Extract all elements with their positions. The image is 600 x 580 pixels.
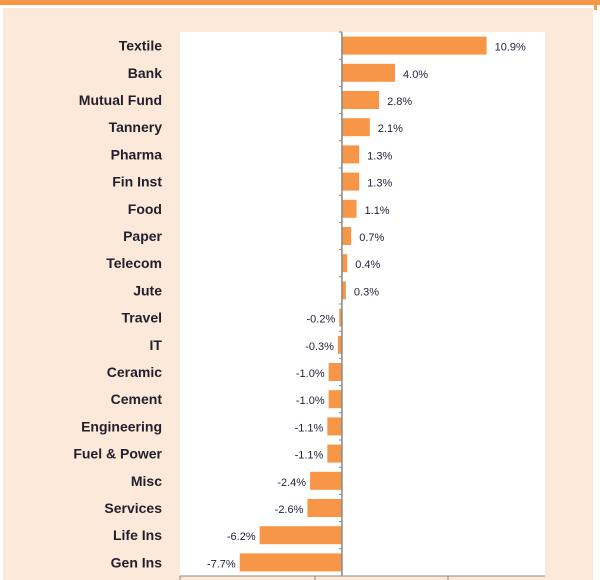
category-label: Mutual Fund bbox=[79, 92, 162, 108]
bar-15 bbox=[327, 444, 342, 463]
data-label: 2.1% bbox=[378, 123, 403, 135]
category-label: Life Ins bbox=[113, 527, 162, 543]
data-label: 0.3% bbox=[354, 286, 379, 298]
category-label: Food bbox=[128, 201, 162, 217]
data-label: -2.4% bbox=[277, 477, 306, 489]
data-label: -1.0% bbox=[296, 368, 325, 380]
bar-7 bbox=[341, 227, 352, 245]
data-label: -2.6% bbox=[275, 504, 304, 516]
bar-6 bbox=[341, 199, 357, 218]
data-label: 1.3% bbox=[367, 150, 392, 162]
bar-17 bbox=[307, 499, 342, 517]
category-label: Ceramic bbox=[107, 364, 162, 380]
category-label: Cement bbox=[111, 391, 163, 407]
data-label: 0.4% bbox=[355, 259, 380, 271]
bar-9 bbox=[341, 281, 346, 300]
data-label: -6.2% bbox=[227, 531, 256, 543]
category-label: Services bbox=[104, 500, 162, 516]
bar-13 bbox=[328, 390, 342, 409]
bar-1 bbox=[341, 63, 396, 82]
data-label: 1.1% bbox=[365, 205, 390, 217]
bar-12 bbox=[328, 363, 342, 381]
data-label: 2.8% bbox=[387, 96, 412, 108]
data-label: -7.7% bbox=[207, 558, 236, 570]
category-label: Jute bbox=[133, 282, 162, 298]
bar-0 bbox=[341, 36, 487, 55]
category-label: IT bbox=[150, 337, 163, 353]
bar-10 bbox=[339, 308, 342, 327]
data-label: 4.0% bbox=[403, 69, 428, 81]
data-label: 0.7% bbox=[359, 232, 384, 244]
top-border bbox=[0, 0, 600, 5]
category-label: Telecom bbox=[106, 255, 162, 271]
bar-2 bbox=[341, 91, 380, 109]
bar-19 bbox=[239, 553, 342, 572]
data-label: 10.9% bbox=[495, 42, 526, 54]
category-label: Gen Ins bbox=[111, 554, 163, 570]
data-label: -0.2% bbox=[307, 314, 336, 326]
category-label: Misc bbox=[131, 473, 162, 489]
category-label: Fin Inst bbox=[112, 174, 162, 190]
data-label: -1.1% bbox=[295, 450, 324, 462]
bar-4 bbox=[341, 145, 360, 164]
bar-8 bbox=[341, 254, 348, 273]
category-label: Textile bbox=[119, 38, 163, 54]
bar-18 bbox=[259, 526, 342, 545]
category-label: Pharma bbox=[111, 146, 163, 162]
bar-14 bbox=[327, 417, 342, 436]
category-label: Bank bbox=[128, 65, 162, 81]
category-label: Tannery bbox=[109, 119, 163, 135]
data-label: -0.3% bbox=[305, 341, 334, 353]
category-label: Travel bbox=[122, 310, 162, 326]
top-border-right bbox=[594, 0, 597, 10]
bar-16 bbox=[310, 471, 342, 490]
data-label: 1.3% bbox=[367, 178, 392, 190]
data-label: -1.0% bbox=[296, 395, 325, 407]
category-label: Fuel & Power bbox=[73, 446, 162, 462]
bar-3 bbox=[341, 118, 370, 137]
plot-area bbox=[180, 32, 545, 576]
bar-11 bbox=[337, 335, 342, 354]
bar-5 bbox=[341, 172, 360, 191]
category-label: Paper bbox=[123, 228, 162, 244]
data-label: -1.1% bbox=[295, 422, 324, 434]
category-label: Engineering bbox=[81, 418, 162, 434]
